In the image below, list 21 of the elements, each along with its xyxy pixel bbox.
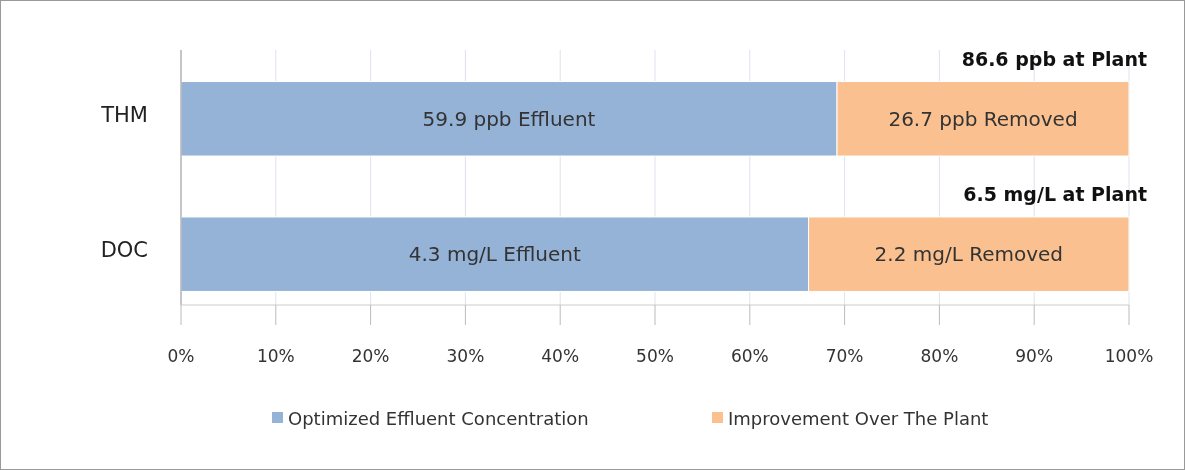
- x-tick-label: 60%: [730, 346, 769, 366]
- x-tick-label: 0%: [167, 346, 195, 366]
- x-tick-label: 70%: [825, 346, 864, 366]
- x-tick-label: 40%: [541, 346, 580, 366]
- annotation: 59.9 ppb Effluent: [422, 106, 596, 131]
- x-tick-label: 20%: [351, 346, 390, 366]
- annotation: 2.2 mg/L Removed: [874, 242, 1064, 267]
- y-tick-label: THM: [100, 102, 148, 127]
- legend-label: Optimized Effluent Concentration: [288, 407, 589, 429]
- annotation: 4.3 mg/L Effluent: [408, 242, 581, 267]
- x-tick-label: 100%: [1104, 346, 1154, 366]
- x-tick-label: 80%: [920, 346, 959, 366]
- y-tick-label: DOC: [100, 238, 148, 263]
- annotation: 6.5 mg/L at Plant: [963, 182, 1147, 205]
- x-tick-label: 50%: [636, 346, 674, 366]
- annotation: 26.7 ppb Removed: [888, 106, 1078, 131]
- x-tick-label: 30%: [446, 346, 485, 366]
- legend-label: Improvement Over The Plant: [728, 407, 989, 429]
- x-tick-label: 90%: [1015, 346, 1054, 366]
- annotation: 86.6 ppb at Plant: [961, 47, 1147, 70]
- x-tick-label: 10%: [256, 346, 295, 366]
